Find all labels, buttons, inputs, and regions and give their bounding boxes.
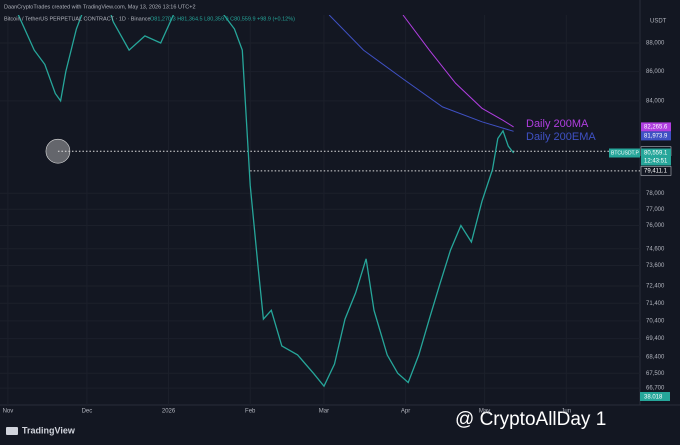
level-label: 79,411.1 bbox=[644, 168, 668, 174]
symbol-tag-label: BTCUSDT.P bbox=[611, 150, 639, 156]
logo-icon bbox=[6, 427, 18, 435]
grid bbox=[0, 15, 640, 405]
x-tick-label: Nov bbox=[3, 409, 14, 415]
y-tick-label: 84,000 bbox=[646, 98, 665, 104]
volume-label: 38.018 bbox=[644, 395, 663, 401]
plot-area bbox=[17, 15, 640, 388]
y-tick-label: 69,400 bbox=[646, 336, 665, 342]
legend-label: Daily 200EMA bbox=[526, 131, 596, 143]
price-tag bbox=[641, 122, 671, 132]
y-tick-label: 74,600 bbox=[646, 246, 665, 252]
y-tick-label: 67,500 bbox=[646, 371, 665, 377]
y-tick-label: 77,000 bbox=[646, 207, 665, 213]
symbol: Bitcoin / TetherUS PERPETUAL CONTRACT · … bbox=[4, 16, 151, 22]
price-line bbox=[328, 15, 514, 132]
x-tick-label: Dec bbox=[82, 409, 93, 415]
y-tick-label: 88,000 bbox=[646, 41, 665, 47]
y-tick-label: 86,000 bbox=[646, 69, 665, 75]
x-tick-label: May bbox=[479, 409, 490, 415]
price-tag bbox=[641, 148, 671, 166]
x-tick-label: Mar bbox=[319, 409, 329, 415]
price-tag bbox=[641, 131, 671, 141]
currency: USDT bbox=[650, 19, 667, 25]
x-tick-label: Apr bbox=[401, 409, 410, 415]
level-tag bbox=[640, 166, 672, 176]
symbol-tag bbox=[609, 148, 640, 158]
logo: TradingView bbox=[22, 425, 76, 435]
x-tick-label: Jun bbox=[561, 409, 571, 415]
y-tick-label: 66,700 bbox=[646, 386, 665, 392]
y-tick-label: 68,400 bbox=[646, 354, 665, 360]
y-tick-label: 76,000 bbox=[646, 223, 665, 229]
x-tick-label: Feb bbox=[245, 409, 256, 415]
x-tick-label: 2026 bbox=[162, 409, 176, 415]
watermark: @ CryptoAllDay 1 bbox=[455, 409, 606, 430]
volume-tag bbox=[640, 392, 670, 401]
legend-label: Daily 200MA bbox=[526, 118, 589, 130]
price-line bbox=[17, 15, 515, 388]
y-tick-label: 78,000 bbox=[646, 191, 665, 197]
y-tick-label: 70,400 bbox=[646, 318, 665, 324]
ohlc: O81,270.3 H81,364.5 L80,359.9 C80,559.9 … bbox=[150, 16, 295, 22]
y-tick-label: 73,600 bbox=[646, 263, 665, 269]
y-tick-label: 72,400 bbox=[646, 284, 665, 290]
y-tick-label: 71,400 bbox=[646, 301, 665, 307]
countdown: 12:43:51 bbox=[644, 159, 668, 165]
price-line bbox=[402, 15, 514, 128]
header: DaanCryptoTrades created with TradingVie… bbox=[4, 4, 196, 10]
price-tag-label: 81,973.9 bbox=[644, 133, 668, 139]
price-tag-label: 82,265.6 bbox=[644, 124, 668, 130]
price-tag-label: 80,559.1 bbox=[644, 151, 668, 157]
